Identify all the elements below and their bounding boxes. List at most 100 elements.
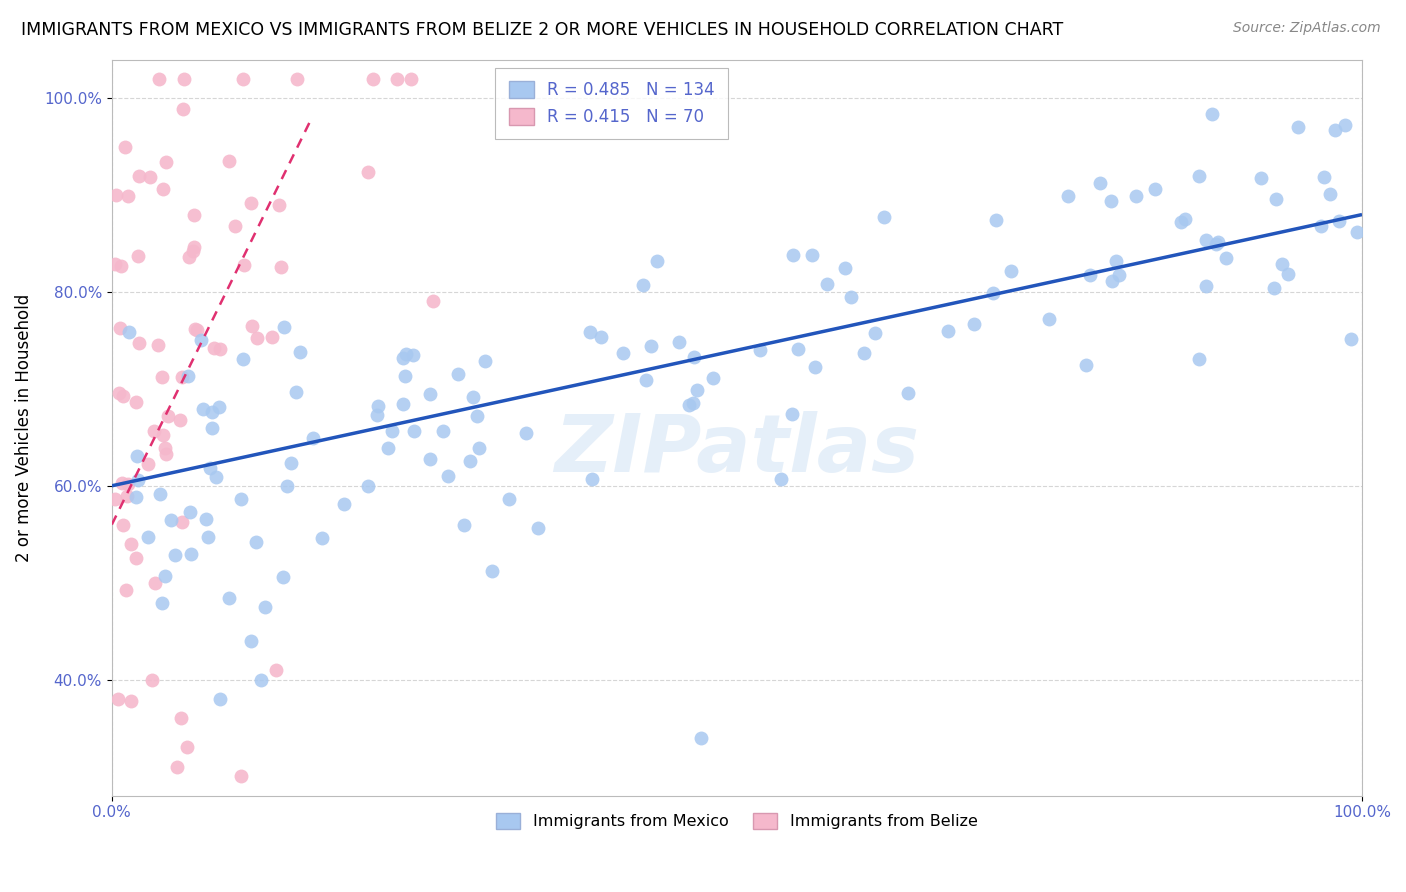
Point [436,468,458,483]
Point [108,320,131,334]
Point [149,487,172,501]
Point [260,329,283,343]
Point [197,530,219,544]
Point [125,450,148,464]
Point [453,517,475,532]
Point [803,360,825,375]
Point [180,547,202,561]
Point [111,389,134,403]
Point [193,401,215,416]
Point [150,597,173,611]
Point [465,409,488,423]
Point [591,329,613,343]
Point [432,424,454,438]
Point [202,341,225,355]
Point [1078,268,1101,282]
Point [392,397,415,411]
Point [115,489,138,503]
Point [112,518,135,533]
Point [224,219,246,234]
Point [104,492,127,507]
Point [962,317,984,331]
Point [284,385,307,400]
Point [399,72,422,87]
Point [515,426,537,441]
Text: IMMIGRANTS FROM MEXICO VS IMMIGRANTS FROM BELIZE 2 OR MORE VEHICLES IN HOUSEHOLD: IMMIGRANTS FROM MEXICO VS IMMIGRANTS FRO… [21,21,1063,38]
Point [419,387,441,401]
Point [367,399,389,413]
Point [170,711,193,725]
Point [125,551,148,566]
Point [231,491,253,506]
Point [186,323,208,337]
Point [1327,213,1350,227]
Point [239,196,262,211]
Point [273,319,295,334]
Point [246,331,269,345]
Point [264,663,287,677]
Point [498,492,520,507]
Point [200,461,222,475]
Point [107,691,129,706]
Point [1277,268,1299,282]
Point [143,576,166,591]
Point [1346,225,1368,239]
Point [938,324,960,338]
Point [190,333,212,347]
Point [209,691,232,706]
Point [1206,235,1229,249]
Point [981,286,1004,301]
Point [160,513,183,527]
Y-axis label: 2 or more Vehicles in Household: 2 or more Vehicles in Household [15,293,32,562]
Point [311,531,333,545]
Legend: Immigrants from Mexico, Immigrants from Belize: Immigrants from Mexico, Immigrants from … [491,806,984,836]
Point [270,260,292,274]
Point [136,530,159,544]
Point [463,390,485,404]
Point [157,409,180,423]
Point [357,479,380,493]
Point [285,72,308,87]
Point [232,72,254,87]
Point [128,336,150,351]
Point [381,425,404,439]
Point [155,155,177,169]
Point [1313,170,1336,185]
Point [152,182,174,196]
Point [1144,181,1167,195]
Point [361,72,384,87]
Point [172,103,194,117]
Point [801,248,824,262]
Point [1195,233,1218,247]
Point [863,326,886,340]
Text: Source: ZipAtlas.com: Source: ZipAtlas.com [1233,21,1381,35]
Point [114,140,136,154]
Point [394,368,416,383]
Point [634,373,657,387]
Point [183,208,205,222]
Point [240,318,263,333]
Point [118,325,141,339]
Point [173,72,195,87]
Point [1088,176,1111,190]
Point [1195,279,1218,293]
Point [184,322,207,336]
Point [1340,332,1362,346]
Point [177,368,200,383]
Point [143,424,166,438]
Point [127,473,149,487]
Point [229,769,252,783]
Point [1170,215,1192,229]
Point [474,354,496,368]
Point [128,169,150,183]
Point [834,260,856,275]
Point [125,490,148,504]
Point [633,278,655,293]
Point [195,512,218,526]
Point [218,591,240,606]
Point [1250,170,1272,185]
Point [678,398,700,412]
Point [163,548,186,562]
Point [1215,252,1237,266]
Point [207,401,229,415]
